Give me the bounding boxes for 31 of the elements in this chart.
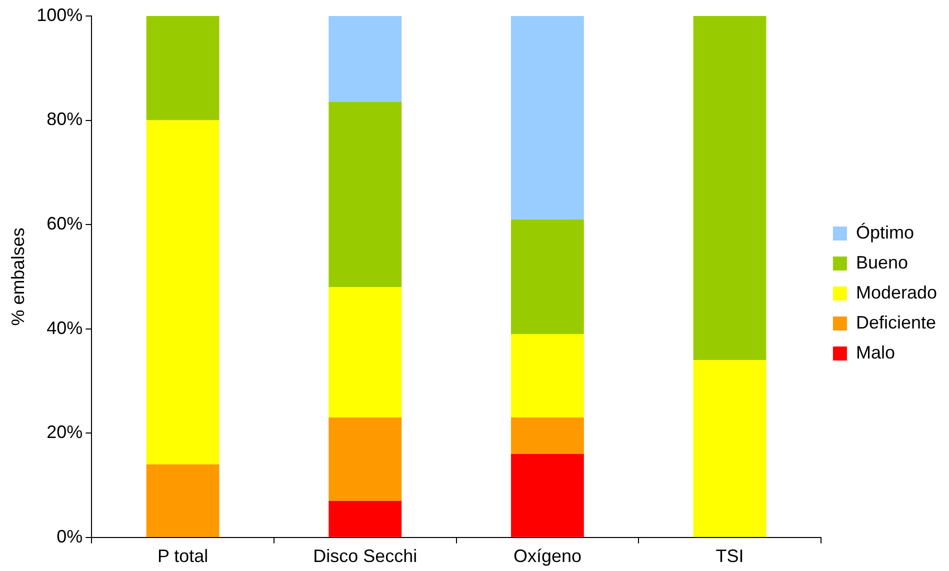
bar xyxy=(510,454,584,537)
y-axis-title: % embalses xyxy=(8,228,28,326)
legend-label: Moderado xyxy=(856,282,938,302)
x-tick-label: Disco Secchi xyxy=(313,546,418,566)
bar xyxy=(328,16,402,102)
bar xyxy=(146,464,220,537)
legend-label: Malo xyxy=(856,342,895,362)
y-tick-label: 0% xyxy=(56,526,83,546)
bar xyxy=(328,102,402,288)
bar xyxy=(510,334,584,418)
legend-label: Bueno xyxy=(856,252,908,272)
y-tick-label: 100% xyxy=(36,4,83,25)
bar xyxy=(328,417,402,501)
legend-label: Óptimo xyxy=(856,222,914,242)
y-tick-label: 80% xyxy=(46,109,83,130)
bar xyxy=(693,16,766,360)
x-tick-label: P total xyxy=(157,546,208,566)
legend-label: Deficiente xyxy=(856,312,936,332)
bar xyxy=(693,360,766,537)
y-tick-label: 40% xyxy=(46,318,83,338)
bar xyxy=(328,500,402,537)
y-tick-label: 60% xyxy=(46,214,83,234)
bar xyxy=(510,219,584,334)
y-tick-label: 20% xyxy=(46,422,83,442)
bar xyxy=(328,287,402,418)
x-tick-label: TSI xyxy=(716,546,744,566)
bar xyxy=(510,417,584,454)
x-tick-label: Oxígeno xyxy=(513,546,582,566)
bar xyxy=(510,16,584,220)
bar xyxy=(146,16,220,120)
bar xyxy=(146,120,220,464)
